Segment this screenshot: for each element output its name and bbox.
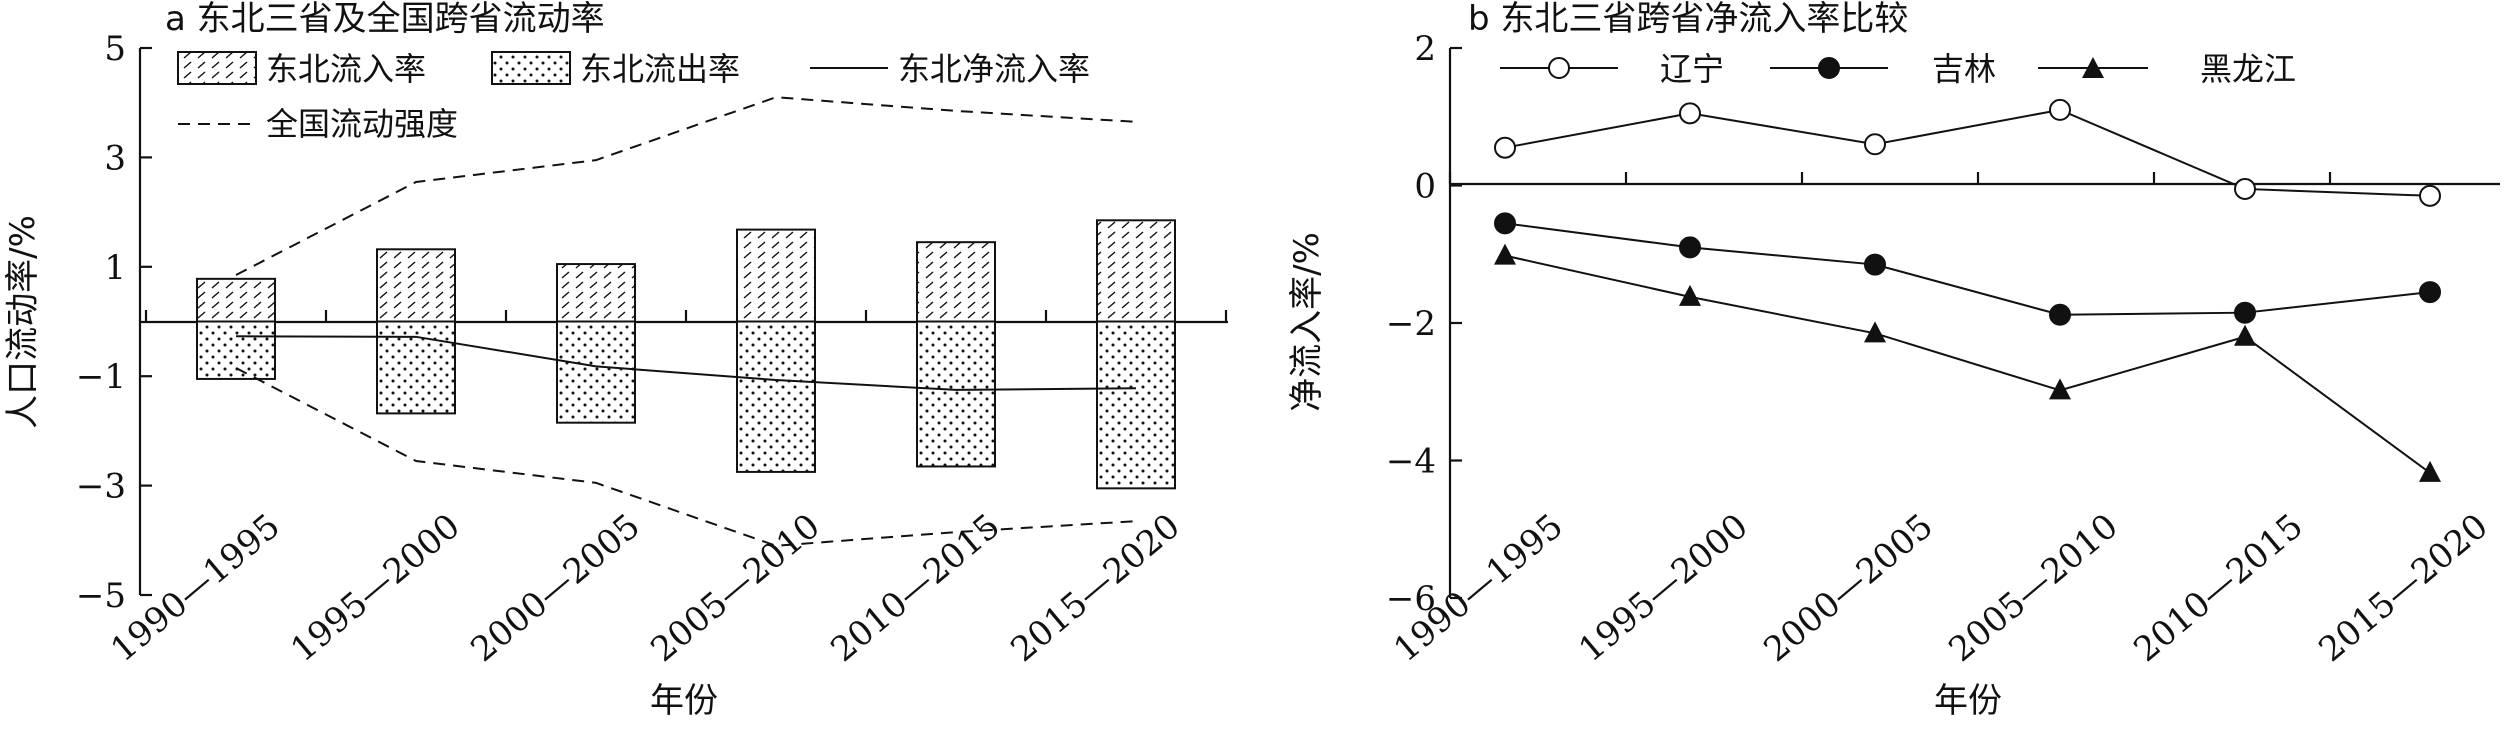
net-inflow-line <box>235 335 1137 391</box>
heilongjiang-point <box>1494 243 1516 265</box>
panel-a-y-label: 人口流动率/% <box>3 215 43 429</box>
heilongjiang-point <box>2419 460 2441 482</box>
series-line-2 <box>1504 254 2431 474</box>
jilin-point <box>1679 236 1701 259</box>
panel-b-x-ticks: 1990—1995 1995—2000 2000—2005 2005—2010 2010… <box>1386 172 2496 670</box>
inflow-bar <box>736 228 816 323</box>
panel-a-y-tick-label: −3 <box>76 467 126 507</box>
panel-a-x-tick-label: 1990—1995 <box>103 506 287 670</box>
panel-b-y-label: 净流入率/% <box>1287 232 1327 412</box>
outflow-bar <box>376 320 456 415</box>
panel-b-y-tick-label: 0 <box>1414 167 1436 207</box>
legend-label-net: 东北净流入率 <box>898 50 1090 88</box>
series-line-1 <box>1504 222 2431 316</box>
panel-b-x-tick-label: 2005—2010 <box>1941 506 2125 670</box>
panel-a-y-tick-label: −1 <box>76 357 126 397</box>
legend-marker-jilin <box>1818 57 1840 79</box>
panel-b-y-tick-label: −6 <box>1386 579 1436 619</box>
panel-b-x-tick-label: 2000—2005 <box>1756 506 1940 670</box>
panel-a-lines <box>235 96 1137 547</box>
panel-b-legend: 辽宁 吉林 黑龙江 <box>1500 50 2296 88</box>
liaoning-point <box>1679 102 1701 125</box>
panel-b-x-tick-label: 2010—2015 <box>2126 506 2310 670</box>
panel-b-y-tick-label: −2 <box>1386 304 1436 344</box>
legend-label-inflow: 东北流入率 <box>266 50 426 88</box>
inflow-bar <box>916 241 996 323</box>
jilin-point <box>1864 253 1886 276</box>
outflow-bar <box>196 320 276 380</box>
outflow-bar <box>736 320 816 473</box>
legend-swatch-inflow <box>177 51 257 85</box>
jilin-point <box>2049 303 2071 326</box>
heilongjiang-point <box>1679 284 1701 306</box>
legend-label-jilin: 吉林 <box>1932 50 1996 88</box>
inflow-bar <box>376 248 456 323</box>
heilongjiang-point <box>1864 321 1886 343</box>
panel-a-legend: 东北流入率 东北流出率 东北净流入率 全国流动强度 <box>177 50 1090 143</box>
panel-a-y-ticks: 5 3 1 −1 −3 −5 <box>76 29 152 616</box>
outflow-bar <box>1096 320 1176 490</box>
panel-a-x-tick-label: 2000—2005 <box>463 506 647 670</box>
panel-b-title: b 东北三省跨省净流入率比较 <box>1468 0 1908 39</box>
jilin-point <box>1494 212 1516 235</box>
legend-label-heilongjiang: 黑龙江 <box>2200 50 2296 88</box>
outflow-bar <box>556 320 636 424</box>
panel-a-bars <box>196 219 1176 490</box>
panel-a-x-label: 年份 <box>650 681 718 721</box>
national-intensity-lower-line <box>235 367 1137 547</box>
panel-a-x-tick-label: 2010—2015 <box>823 506 1007 670</box>
panel-a-y-tick-label: 3 <box>104 138 126 178</box>
panel-a-x-tick-label: 2015—2020 <box>1003 506 1187 670</box>
panel-a-x-tick-label: 1995—2000 <box>283 506 467 670</box>
jilin-point <box>2234 301 2256 324</box>
jilin-point <box>2419 281 2441 304</box>
heilongjiang-point <box>2234 324 2256 346</box>
legend-marker-liaoning <box>1548 57 1570 79</box>
liaoning-point <box>2049 98 2071 121</box>
legend-label-outflow: 东北流出率 <box>580 50 740 88</box>
panel-b-lines <box>1494 98 2441 482</box>
legend-swatch-outflow <box>491 51 571 85</box>
liaoning-point <box>2419 184 2441 207</box>
panel-a-y-tick-label: 5 <box>104 29 126 69</box>
panel-b-x-tick-label: 2015—2020 <box>2311 506 2495 670</box>
panel-a: a 东北三省及全国跨省流动率 5 3 1 −1 −3 −5 1990—19951995—2… <box>3 0 1228 721</box>
liaoning-point <box>1494 136 1516 159</box>
inflow-bar <box>556 263 636 323</box>
panel-b-y-tick-label: −4 <box>1386 442 1436 482</box>
panel-a-y-tick-label: 1 <box>104 248 126 288</box>
legend-label-national: 全国流动强度 <box>266 105 458 143</box>
panel-a-title: a 东北三省及全国跨省流动率 <box>165 0 605 39</box>
legend-marker-heilongjiang <box>2082 57 2104 78</box>
panel-b-y-ticks: 2 0 −2 −4 −6 <box>1386 29 1462 619</box>
panel-b-x-label: 年份 <box>1934 681 2002 721</box>
liaoning-point <box>2234 177 2256 200</box>
liaoning-point <box>1864 133 1886 156</box>
national-intensity-upper-line <box>235 96 1137 276</box>
legend-label-liaoning: 辽宁 <box>1660 50 1724 88</box>
inflow-bar <box>1096 219 1176 323</box>
panel-b-y-tick-label: 2 <box>1414 29 1436 69</box>
heilongjiang-point <box>2049 378 2071 400</box>
inflow-bar <box>196 277 276 323</box>
panel-b: b 东北三省跨省净流入率比较 2 0 −2 −4 −6 1990—1995 1995—20… <box>1287 0 2500 721</box>
outflow-bar <box>916 320 996 468</box>
panel-a-y-tick-label: −5 <box>76 576 126 616</box>
series-line-0 <box>1504 108 2431 197</box>
panel-b-x-tick-label: 1995—2000 <box>1571 506 1755 670</box>
